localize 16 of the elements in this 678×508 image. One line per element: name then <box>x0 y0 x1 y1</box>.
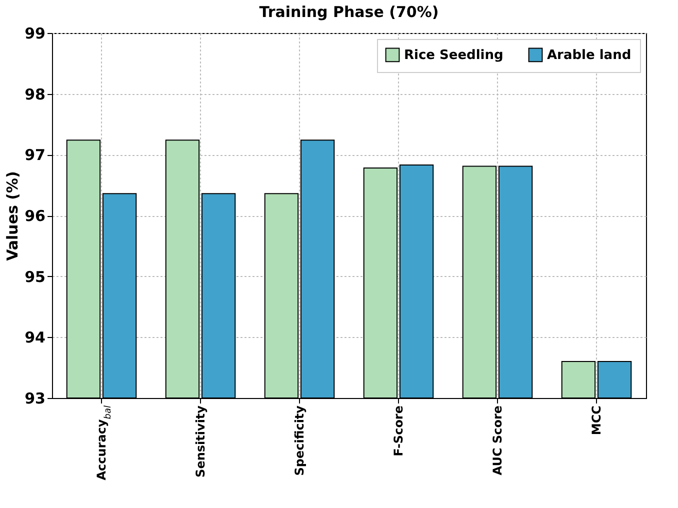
x-tick-label: Sensitivity <box>194 405 208 478</box>
y-tick-label: 93 <box>24 390 46 408</box>
legend-label: Arable land <box>547 48 632 63</box>
y-axis-title: Values (%) <box>4 171 22 261</box>
y-tick-label: 94 <box>24 328 46 347</box>
y-tick-label: 95 <box>24 268 46 286</box>
y-tick-label: 97 <box>24 146 46 164</box>
y-tick-label: 99 <box>24 24 46 42</box>
x-tick-label: Specificity <box>292 405 306 476</box>
chart-title: Training Phase (70%) <box>259 3 439 21</box>
y-tick-label: 98 <box>24 85 46 104</box>
y-tick-label: 96 <box>24 207 46 225</box>
legend-label: Rice Seedling <box>404 48 504 63</box>
x-tick-label: F-Score <box>392 406 406 456</box>
x-tick-label: MCC <box>590 405 604 436</box>
x-tick-label: AUC Score <box>490 406 504 476</box>
